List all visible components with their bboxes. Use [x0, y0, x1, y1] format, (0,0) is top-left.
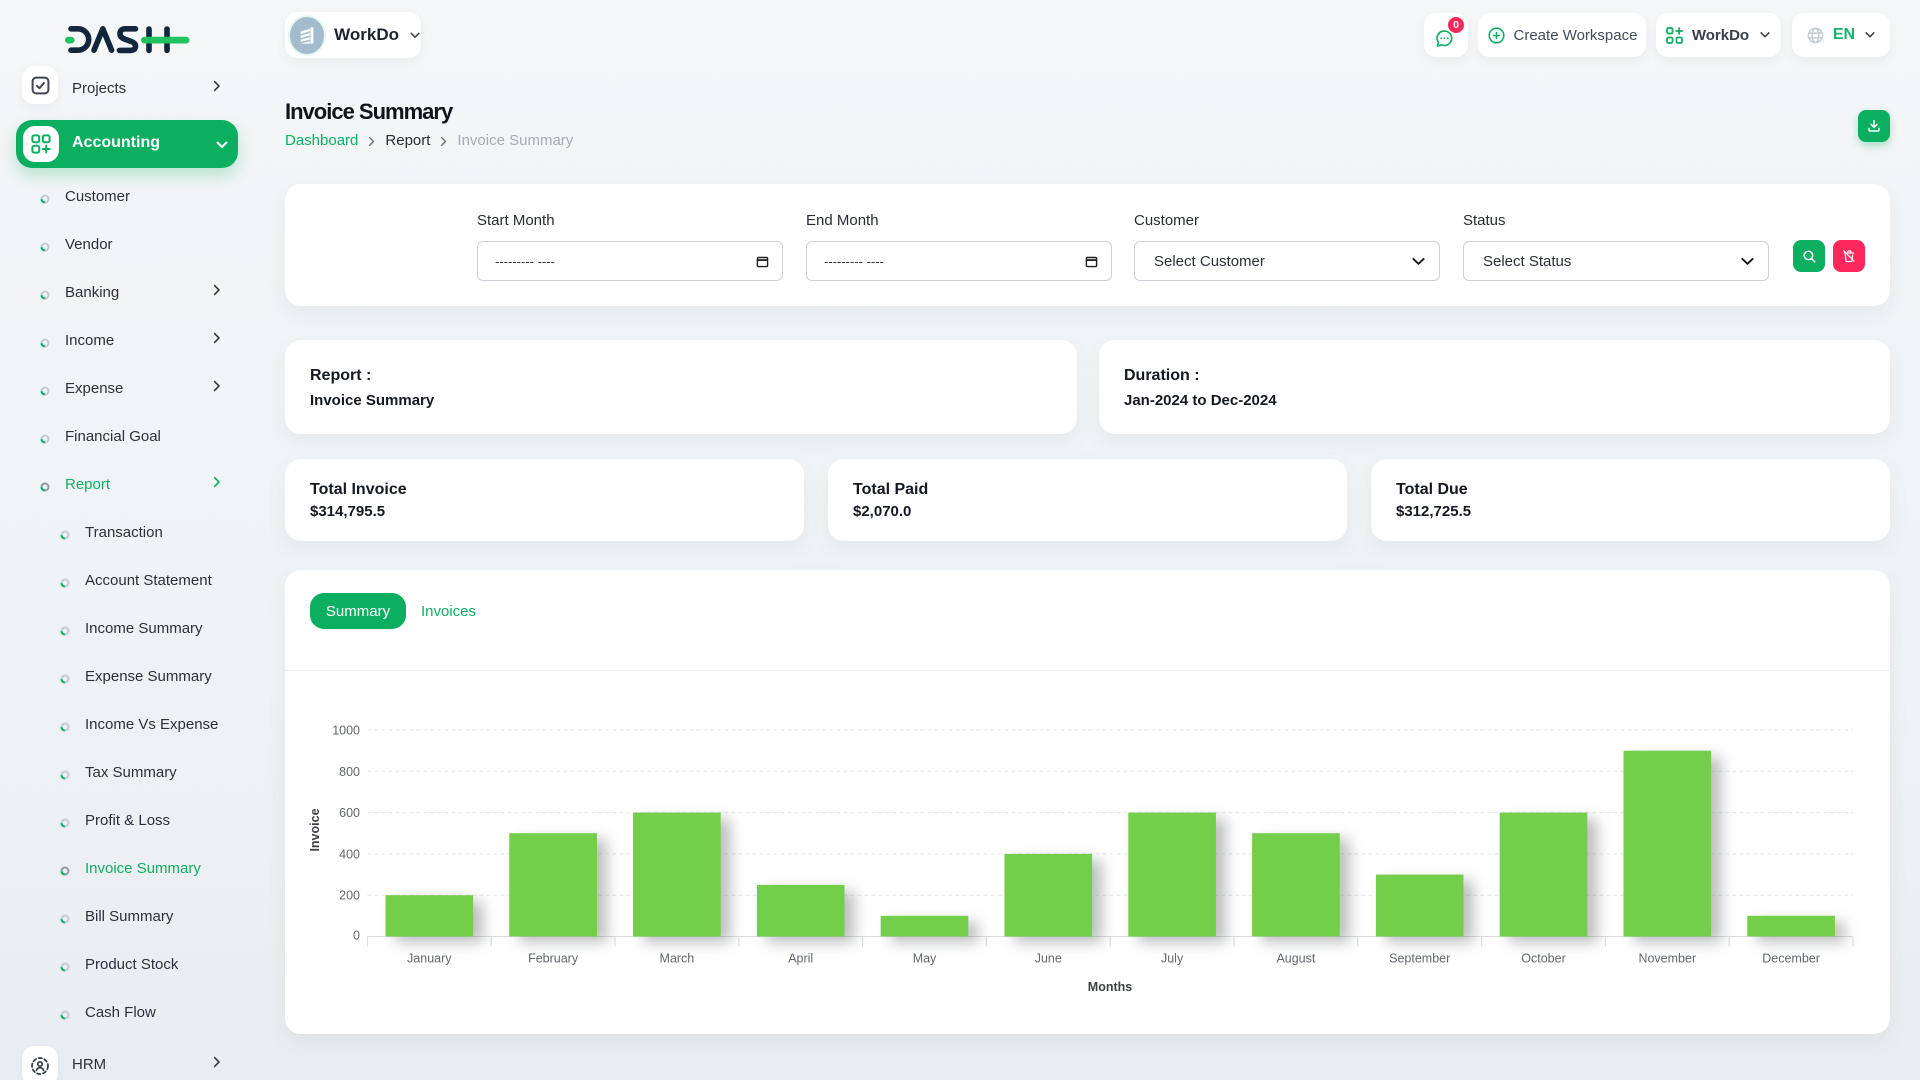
- svg-text:600: 600: [339, 806, 360, 820]
- svg-text:Invoice: Invoice: [308, 808, 322, 851]
- svg-text:November: November: [1638, 952, 1696, 966]
- svg-text:February: February: [528, 952, 579, 966]
- svg-text:July: July: [1161, 952, 1184, 966]
- svg-text:May: May: [913, 952, 937, 966]
- svg-text:September: September: [1389, 952, 1450, 966]
- svg-text:December: December: [1762, 952, 1820, 966]
- svg-text:January: January: [407, 952, 452, 966]
- svg-text:1000: 1000: [332, 724, 360, 738]
- svg-text:October: October: [1521, 952, 1565, 966]
- svg-text:Months: Months: [1088, 980, 1132, 994]
- svg-text:August: August: [1276, 952, 1315, 966]
- svg-text:April: April: [788, 952, 813, 966]
- svg-text:400: 400: [339, 847, 360, 861]
- svg-text:June: June: [1035, 952, 1062, 966]
- svg-text:800: 800: [339, 765, 360, 779]
- svg-text:March: March: [660, 952, 695, 966]
- svg-text:200: 200: [339, 889, 360, 903]
- svg-text:0: 0: [353, 929, 360, 943]
